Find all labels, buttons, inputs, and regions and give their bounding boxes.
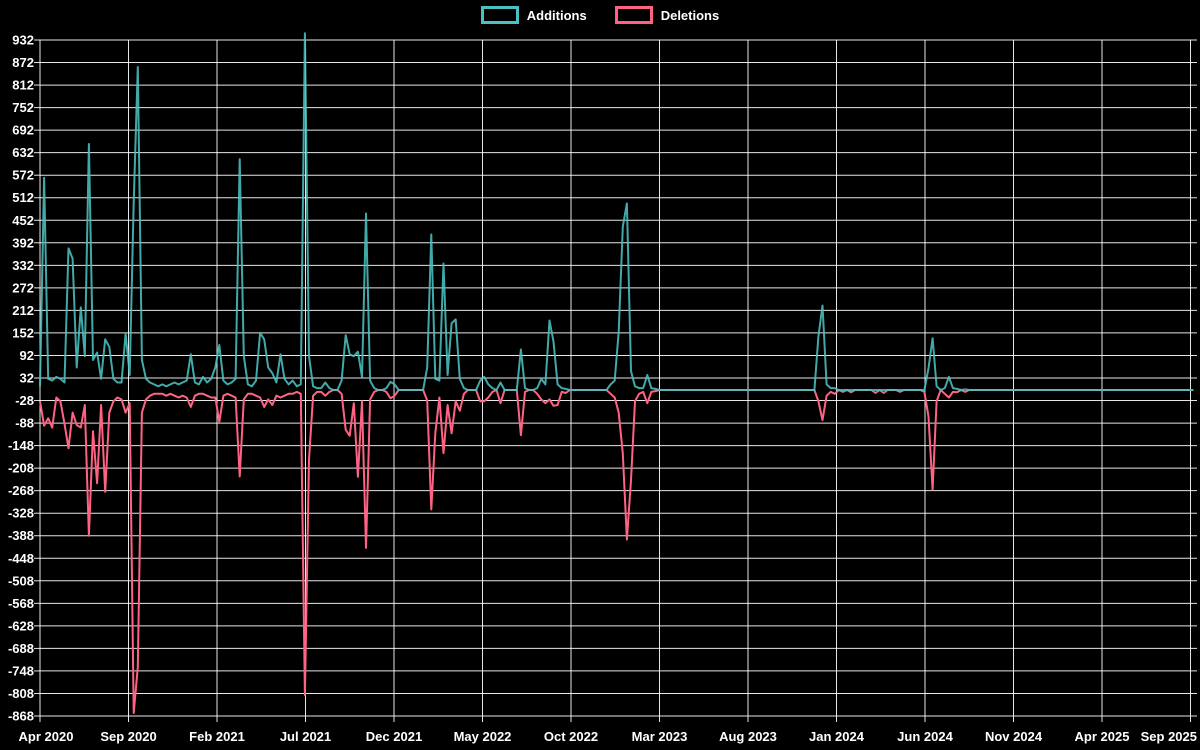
x-axis-label: May 2022 <box>454 729 512 744</box>
x-axis-label: Dec 2021 <box>366 729 422 744</box>
additions-swatch <box>480 6 519 24</box>
legend-item-deletions[interactable]: Deletions <box>614 6 720 24</box>
x-axis-label: Mar 2023 <box>632 729 688 744</box>
deletions-swatch <box>614 6 653 24</box>
y-axis-label: -268 <box>8 483 34 498</box>
y-axis-label: -148 <box>8 438 34 453</box>
y-axis-label: 212 <box>12 303 34 318</box>
y-axis-label: -808 <box>8 686 34 701</box>
x-axis-label: Jul 2021 <box>280 729 331 744</box>
y-axis-label: -448 <box>8 551 34 566</box>
y-axis-label: -208 <box>8 461 34 476</box>
y-axis-label: 32 <box>20 371 34 386</box>
x-axis-label: Jun 2024 <box>897 729 953 744</box>
x-axis-label: Sep 2025 <box>1141 729 1197 744</box>
y-axis-label: -88 <box>15 416 34 431</box>
y-axis-label: 572 <box>12 168 34 183</box>
y-axis-label: 332 <box>12 258 34 273</box>
y-axis-label: -868 <box>8 709 34 724</box>
deletions-label: Deletions <box>660 7 720 23</box>
y-axis-label: -628 <box>8 618 34 633</box>
additions-line <box>39 32 1194 391</box>
y-axis-label: 152 <box>12 325 34 340</box>
y-axis-label: 872 <box>12 55 34 70</box>
x-axis-label: Aug 2023 <box>719 729 777 744</box>
y-axis-label: 632 <box>12 145 34 160</box>
y-axis-label: 392 <box>12 235 34 250</box>
x-axis-label: Apr 2025 <box>1075 729 1130 744</box>
y-axis-label: 932 <box>12 33 34 48</box>
x-axis-label: Sep 2020 <box>100 729 156 744</box>
x-axis-label: Nov 2024 <box>985 729 1043 744</box>
x-axis-label: Jan 2024 <box>809 729 865 744</box>
x-axis-label: Apr 2020 <box>19 729 74 744</box>
y-axis-label: 92 <box>20 348 34 363</box>
y-axis-label: -748 <box>8 663 34 678</box>
y-axis-label: 812 <box>12 78 34 93</box>
y-axis-label: 452 <box>12 213 34 228</box>
additions-label: Additions <box>526 7 587 23</box>
y-axis-label: -568 <box>8 596 34 611</box>
y-axis-label: 752 <box>12 100 34 115</box>
y-axis-label: 692 <box>12 123 34 138</box>
deletions-line <box>39 389 1194 714</box>
x-axis-label: Oct 2022 <box>544 729 598 744</box>
y-axis-label: -508 <box>8 573 34 588</box>
x-axis-label: Feb 2021 <box>189 729 245 744</box>
chart-legend: Additions Deletions <box>0 6 1200 24</box>
y-axis-label: 272 <box>12 280 34 295</box>
legend-item-additions[interactable]: Additions <box>480 6 587 24</box>
y-axis-label: -28 <box>15 393 34 408</box>
y-axis-label: -688 <box>8 641 34 656</box>
y-axis-label: -388 <box>8 528 34 543</box>
y-axis-label: -328 <box>8 506 34 521</box>
y-axis-label: 512 <box>12 190 34 205</box>
